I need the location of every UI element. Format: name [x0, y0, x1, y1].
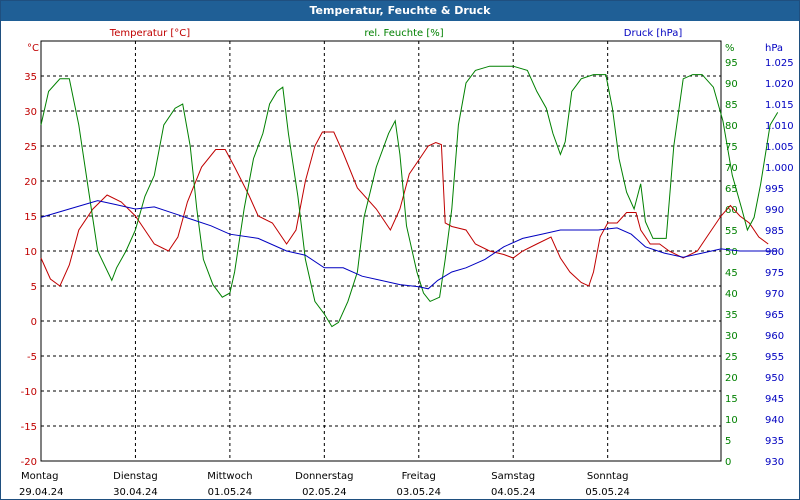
- pressure-tick-label: 1.000: [765, 163, 794, 174]
- day-name-label: Dienstag: [113, 471, 158, 482]
- humidity-tick-label: 60: [725, 205, 738, 216]
- pressure-tick-label: 985: [765, 226, 784, 237]
- series-legend-label: rel. Feuchte [%]: [364, 28, 443, 39]
- pressure-tick-label: 1.025: [765, 58, 794, 69]
- pressure-tick-label: 975: [765, 268, 784, 279]
- humidity-tick-label: 40: [725, 289, 738, 300]
- day-name-label: Donnerstag: [295, 471, 353, 482]
- pressure-tick-label: 950: [765, 373, 784, 384]
- plot-frame: [40, 40, 722, 462]
- day-date-label: 30.04.24: [113, 487, 158, 498]
- pressure-tick-label: 965: [765, 310, 784, 321]
- day-name-label: Mittwoch: [207, 471, 252, 482]
- temperature-tick-label: 25: [24, 142, 37, 153]
- pressure-tick-label: 1.005: [765, 142, 794, 153]
- temperature-tick-label: -20: [21, 457, 37, 468]
- day-date-label: 02.05.24: [302, 487, 347, 498]
- humidity-tick-label: 85: [725, 100, 738, 111]
- temperature-tick-label: 20: [24, 177, 37, 188]
- temperature-tick-label: -5: [27, 352, 37, 363]
- series-line: [40, 65, 779, 328]
- day-name-label: Samstag: [491, 471, 535, 482]
- pressure-tick-label: 990: [765, 205, 784, 216]
- pressure-tick-label: 960: [765, 331, 784, 342]
- temperature-tick-label: -10: [21, 387, 37, 398]
- temperature-tick-label: 35: [24, 72, 37, 83]
- day-name-label: Montag: [21, 471, 58, 482]
- humidity-tick-label: 15: [725, 394, 738, 405]
- pressure-unit-label: hPa: [765, 43, 783, 54]
- humidity-tick-label: 0: [725, 457, 731, 468]
- day-date-label: 04.05.24: [491, 487, 536, 498]
- series-legend-label: Temperatur [°C]: [109, 28, 190, 39]
- humidity-tick-label: 80: [725, 121, 738, 132]
- pressure-tick-label: 935: [765, 436, 784, 447]
- humidity-tick-label: 95: [725, 58, 738, 69]
- day-date-label: 01.05.24: [208, 487, 253, 498]
- chart-title: Temperatur, Feuchte & Druck: [1, 1, 799, 21]
- temperature-unit-label: °C: [27, 43, 39, 54]
- humidity-tick-label: 45: [725, 268, 738, 279]
- pressure-tick-label: 995: [765, 184, 784, 195]
- humidity-tick-label: 90: [725, 79, 738, 90]
- humidity-tick-label: 25: [725, 352, 738, 363]
- humidity-tick-label: 50: [725, 247, 738, 258]
- temperature-tick-label: -15: [21, 422, 37, 433]
- temperature-tick-label: 5: [31, 282, 37, 293]
- day-date-label: 05.05.24: [585, 487, 630, 498]
- pressure-tick-label: 1.015: [765, 100, 794, 111]
- temperature-tick-label: 0: [31, 317, 37, 328]
- day-date-label: 03.05.24: [397, 487, 442, 498]
- humidity-tick-label: 55: [725, 226, 738, 237]
- humidity-unit-label: %: [725, 43, 735, 54]
- day-name-label: Sonntag: [587, 471, 629, 482]
- pressure-tick-label: 970: [765, 289, 784, 300]
- pressure-tick-label: 930: [765, 457, 784, 468]
- day-date-label: 29.04.24: [19, 487, 64, 498]
- pressure-tick-label: 945: [765, 394, 784, 405]
- humidity-tick-label: 35: [725, 310, 738, 321]
- humidity-tick-label: 5: [725, 436, 731, 447]
- humidity-tick-label: 30: [725, 331, 738, 342]
- series-line: [40, 200, 778, 290]
- humidity-tick-label: 20: [725, 373, 738, 384]
- pressure-tick-label: 940: [765, 415, 784, 426]
- temperature-tick-label: 30: [24, 107, 37, 118]
- pressure-tick-label: 1.020: [765, 79, 794, 90]
- day-name-label: Freitag: [402, 471, 436, 482]
- pressure-tick-label: 1.010: [765, 121, 794, 132]
- humidity-tick-label: 75: [725, 142, 738, 153]
- humidity-tick-label: 10: [725, 415, 738, 426]
- humidity-tick-label: 65: [725, 184, 738, 195]
- series-line: [40, 131, 769, 287]
- pressure-tick-label: 955: [765, 352, 784, 363]
- series-legend-label: Druck [hPa]: [624, 28, 683, 39]
- temperature-tick-label: 10: [24, 247, 37, 258]
- temperature-tick-label: 15: [24, 212, 37, 223]
- pressure-tick-label: 980: [765, 247, 784, 258]
